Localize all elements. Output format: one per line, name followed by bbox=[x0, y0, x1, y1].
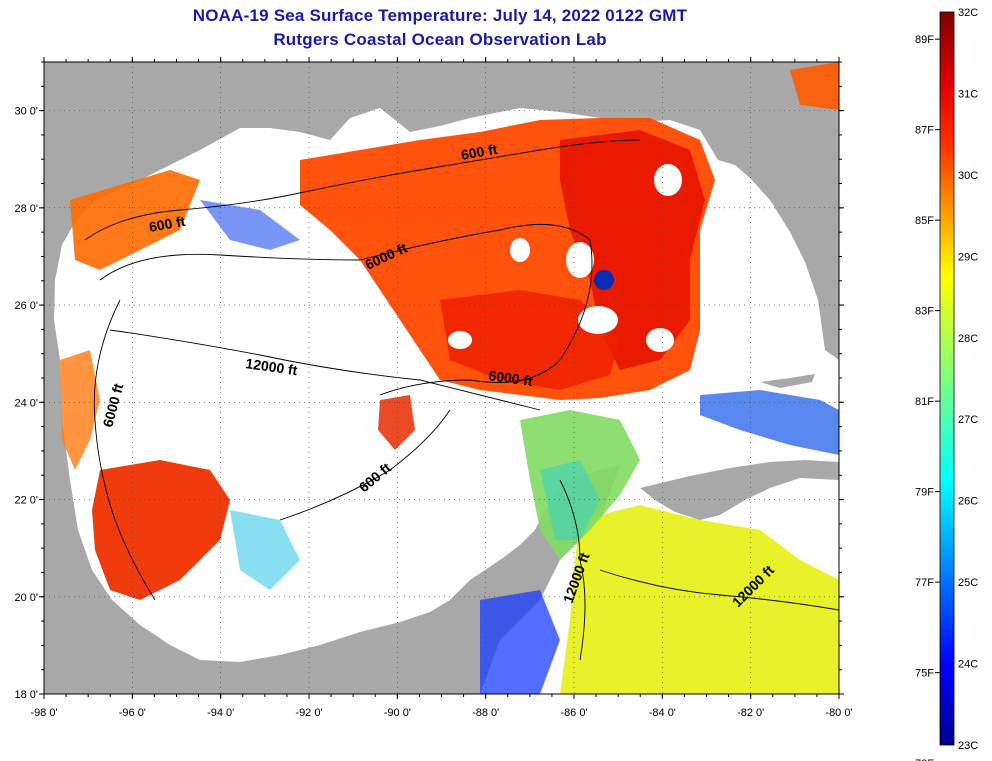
lon-tick-label: -80 0' bbox=[825, 707, 852, 719]
sst-orange-west bbox=[70, 170, 200, 270]
colorbar-fahrenheit-label: 79F bbox=[915, 487, 934, 499]
cloud-patch bbox=[654, 164, 682, 196]
cloud-patches bbox=[448, 164, 682, 352]
lon-tick-label: -94 0' bbox=[207, 707, 234, 719]
map-subtitle: Rutgers Coastal Ocean Observation Lab bbox=[273, 30, 607, 49]
lat-tick-label: 22 0' bbox=[14, 495, 38, 507]
colorbar bbox=[939, 11, 955, 746]
latitude-axis: 30 0' 28 0' 26 0' 24 0' 22 0' 20 0' 18 0' bbox=[14, 61, 844, 701]
land-north-america bbox=[44, 62, 839, 694]
colorbar-celsius-label: 27C bbox=[958, 414, 978, 426]
graticule bbox=[44, 62, 839, 694]
lon-tick-label: -96 0' bbox=[119, 707, 146, 719]
colorbar-celsius-label: 28C bbox=[958, 333, 978, 345]
lat-tick-label: 24 0' bbox=[14, 397, 38, 409]
contour-label: 12000 ft bbox=[245, 355, 299, 378]
colorbar-fahrenheit-label: 77F bbox=[915, 577, 934, 589]
contour-12000ft bbox=[109, 329, 541, 411]
cloud-patch bbox=[646, 328, 674, 352]
colorbar-fahrenheit-scale: 89F 87F 85F 83F 81F 79F 77F 75F 73F bbox=[915, 34, 940, 761]
sst-orange-east-coast bbox=[790, 62, 839, 110]
lon-tick-label: -82 0' bbox=[737, 707, 764, 719]
contour-600ft bbox=[84, 139, 641, 241]
cloud-patch bbox=[448, 331, 472, 349]
bathymetry-contours bbox=[84, 139, 839, 661]
colorbar-fahrenheit-label: 87F bbox=[915, 125, 934, 137]
sst-red-bay-of-campeche bbox=[378, 395, 415, 450]
land-florida-keys bbox=[760, 374, 815, 388]
lat-tick-label: 28 0' bbox=[14, 203, 38, 215]
cloud-patch bbox=[510, 238, 530, 262]
colorbar-celsius-label: 23C bbox=[958, 740, 978, 752]
colorbar-celsius-label: 31C bbox=[958, 88, 978, 100]
colorbar-celsius-label: 25C bbox=[958, 577, 978, 589]
sst-red-southwest bbox=[92, 460, 230, 600]
contour-6000ft bbox=[99, 223, 593, 396]
colorbar-celsius-label: 30C bbox=[958, 170, 978, 182]
sst-yellow-caribbean bbox=[560, 505, 839, 694]
cold-patch bbox=[594, 270, 614, 290]
lat-tick-label: 18 0' bbox=[14, 689, 38, 701]
lon-tick-label: -88 0' bbox=[472, 707, 499, 719]
colorbar-fahrenheit-label: 75F bbox=[915, 668, 934, 680]
contour-6000ft-west bbox=[93, 299, 156, 601]
map-plot-area bbox=[44, 62, 839, 694]
colorbar-celsius-label: 26C bbox=[958, 496, 978, 508]
longitude-axis: -98 0' -96 0' -94 0' -92 0' -90 0' -88 0' -86 … bbox=[30, 57, 853, 719]
colorbar-celsius-label: 32C bbox=[958, 7, 978, 19]
sst-blue-florida-strait bbox=[700, 390, 839, 455]
sst-orange-west-coast bbox=[60, 350, 100, 470]
land-cuba bbox=[640, 460, 839, 520]
colorbar-celsius-label: 24C bbox=[958, 659, 978, 671]
lon-tick-label: -98 0' bbox=[30, 707, 57, 719]
contour-label: 6000 ft bbox=[488, 367, 534, 389]
contour-caribbean bbox=[559, 479, 586, 661]
sst-cyan-south bbox=[230, 510, 300, 590]
sst-data-regions bbox=[60, 62, 839, 694]
lon-tick-label: -86 0' bbox=[560, 707, 587, 719]
sst-blue-gulf-west bbox=[200, 200, 300, 250]
sst-cyan-channel bbox=[540, 460, 600, 540]
contour-600ft-south bbox=[279, 409, 451, 521]
cloud-patch bbox=[566, 242, 594, 278]
lat-tick-label: 30 0' bbox=[14, 106, 38, 118]
contour-label: 600 ft bbox=[148, 213, 187, 235]
cloud-patch bbox=[578, 306, 618, 334]
colorbar-celsius-scale: 32C 31C 30C 29C 28C 27C 26C 25C 24C 23C bbox=[958, 7, 978, 752]
colorbar-fahrenheit-label: 81F bbox=[915, 396, 934, 408]
lon-tick-label: -84 0' bbox=[649, 707, 676, 719]
lat-tick-label: 26 0' bbox=[14, 300, 38, 312]
lon-tick-label: -92 0' bbox=[295, 707, 322, 719]
lon-tick-label: -90 0' bbox=[384, 707, 411, 719]
map-title: NOAA-19 Sea Surface Temperature: July 14… bbox=[192, 6, 688, 25]
sst-hot-center bbox=[440, 290, 620, 390]
colorbar-fahrenheit-label: 89F bbox=[915, 34, 934, 46]
land-masses bbox=[44, 62, 839, 694]
colorbar-fahrenheit-label: 85F bbox=[915, 215, 934, 227]
lat-tick-label: 20 0' bbox=[14, 592, 38, 604]
sst-blue-south-coast bbox=[480, 590, 560, 694]
contour-caribbean-2 bbox=[599, 569, 839, 611]
colorbar-fahrenheit-label: 73F bbox=[915, 758, 934, 761]
contour-label: 600 ft bbox=[460, 141, 499, 163]
colorbar-fahrenheit-label: 83F bbox=[915, 306, 934, 318]
colorbar-celsius-label: 29C bbox=[958, 251, 978, 263]
